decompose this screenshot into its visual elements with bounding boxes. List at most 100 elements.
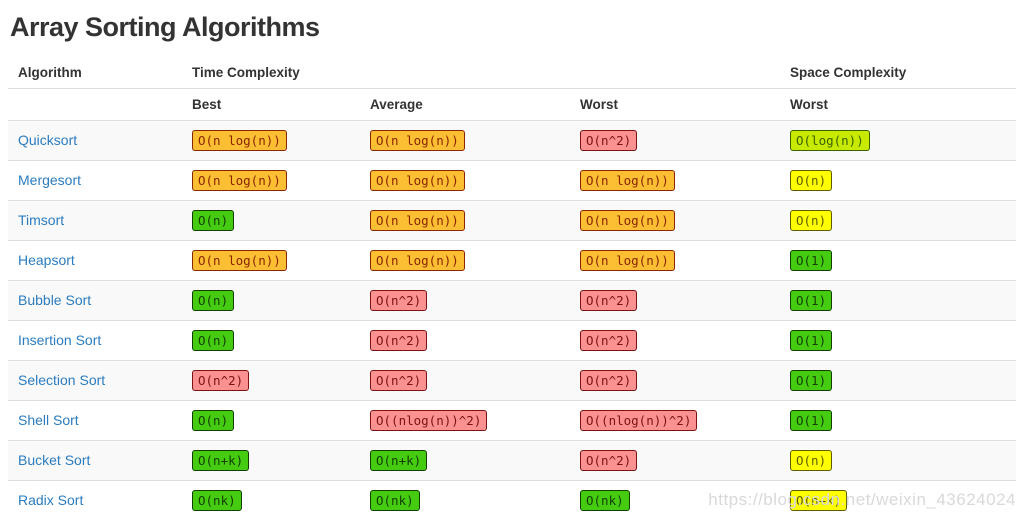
algorithm-link[interactable]: Timsort [18,211,65,228]
algorithm-link[interactable]: Radix Sort [18,491,84,508]
space-worst-cell: O(1) [782,240,1016,281]
sorting-algorithms-table: Algorithm Time Complexity Space Complexi… [8,57,1016,518]
complexity-badge: O(n log(n)) [580,170,675,191]
complexity-badge: O(n^2) [580,370,638,391]
complexity-badge: O(n log(n)) [370,210,465,231]
space-worst-cell: O(1) [782,400,1016,441]
complexity-badge: O(1) [790,330,833,351]
complexity-badge: O(n) [192,210,235,231]
space-worst-cell: O(n+k) [782,480,1016,518]
worst-cell: O(n^2) [572,320,782,361]
complexity-badge: O(n+k) [192,450,250,471]
subheader-best: Best [184,88,362,121]
page-title: Array Sorting Algorithms [10,12,320,42]
best-cell: O(n log(n)) [184,240,362,281]
table-row: Radix Sort O(nk) O(nk) O(nk) O(n+k) [8,480,1016,518]
subheader-average: Average [362,88,572,121]
best-cell: O(n) [184,280,362,321]
complexity-badge: O(n log(n)) [370,250,465,271]
algorithm-link[interactable]: Selection Sort [18,371,106,388]
average-cell: O(n+k) [362,440,572,481]
algorithm-link[interactable]: Bucket Sort [18,451,91,468]
complexity-badge: O(nk) [370,490,420,511]
complexity-badge: O(n log(n)) [580,210,675,231]
best-cell: O(nk) [184,480,362,518]
complexity-badge: O(n^2) [370,290,428,311]
complexity-badge: O(n+k) [370,450,428,471]
space-worst-cell: O(1) [782,360,1016,401]
algorithm-cell: Selection Sort [8,360,184,401]
table-row: Quicksort O(n log(n)) O(n log(n)) O(n^2) O(l… [8,120,1016,161]
space-worst-cell: O(1) [782,280,1016,321]
average-cell: O(n^2) [362,280,572,321]
subheader-empty [8,88,184,121]
algorithm-link[interactable]: Mergesort [18,171,82,188]
space-worst-cell: O(n) [782,200,1016,241]
best-cell: O(n) [184,200,362,241]
algorithm-cell: Bubble Sort [8,280,184,321]
complexity-badge: O(1) [790,290,833,311]
complexity-badge: O(n) [192,410,235,431]
average-cell: O((nlog(n))^2) [362,400,572,441]
complexity-badge: O(n) [192,290,235,311]
complexity-badge: O(n log(n)) [192,130,287,151]
algorithm-cell: Bucket Sort [8,440,184,481]
space-worst-cell: O(log(n)) [782,120,1016,161]
average-cell: O(n log(n)) [362,240,572,281]
table-row: Shell Sort O(n) O((nlog(n))^2) O((nlog(n))^… [8,400,1016,441]
space-worst-cell: O(1) [782,320,1016,361]
complexity-badge: O(1) [790,250,833,271]
complexity-badge: O(n^2) [370,370,428,391]
algorithm-cell: Insertion Sort [8,320,184,361]
complexity-badge: O(n log(n)) [192,170,287,191]
space-worst-cell: O(n) [782,440,1016,481]
table-row: Selection Sort O(n^2) O(n^2) O(n^2) O(1) [8,360,1016,401]
table-body: Quicksort O(n log(n)) O(n log(n)) O(n^2) O(l… [8,120,1016,518]
complexity-badge: O(n) [790,210,833,231]
subheader-worst: Worst [572,88,782,121]
worst-cell: O(nk) [572,480,782,518]
complexity-badge: O((nlog(n))^2) [580,410,698,431]
worst-cell: O(n^2) [572,360,782,401]
average-cell: O(n^2) [362,360,572,401]
algorithm-link[interactable]: Shell Sort [18,411,79,428]
worst-cell: O((nlog(n))^2) [572,400,782,441]
average-cell: O(nk) [362,480,572,518]
complexity-badge: O(1) [790,370,833,391]
complexity-badge: O(n^2) [580,330,638,351]
average-cell: O(n log(n)) [362,120,572,161]
best-cell: O(n log(n)) [184,120,362,161]
table-header: Algorithm Time Complexity Space Complexi… [8,57,1016,121]
algorithm-link[interactable]: Bubble Sort [18,291,92,308]
complexity-badge: O(n+k) [790,490,848,511]
complexity-badge: O(n^2) [580,130,638,151]
complexity-badge: O((nlog(n))^2) [370,410,488,431]
algorithm-link[interactable]: Heapsort [18,251,75,268]
header-time-complexity: Time Complexity [184,57,782,89]
algorithm-cell: Shell Sort [8,400,184,441]
subheader-space-worst: Worst [782,88,1016,121]
average-cell: O(n log(n)) [362,200,572,241]
algorithm-cell: Quicksort [8,120,184,161]
worst-cell: O(n^2) [572,120,782,161]
average-cell: O(n log(n)) [362,160,572,201]
worst-cell: O(n^2) [572,440,782,481]
table-row: Insertion Sort O(n) O(n^2) O(n^2) O(1) [8,320,1016,361]
complexity-badge: O(nk) [192,490,242,511]
algorithm-link[interactable]: Quicksort [18,131,78,148]
algorithm-cell: Radix Sort [8,480,184,518]
complexity-badge: O(n) [790,450,833,471]
average-cell: O(n^2) [362,320,572,361]
space-worst-cell: O(n) [782,160,1016,201]
complexity-badge: O(n log(n)) [370,170,465,191]
complexity-badge: O(nk) [580,490,630,511]
header-algorithm: Algorithm [8,57,184,89]
table-row: Heapsort O(n log(n)) O(n log(n)) O(n log(n)… [8,240,1016,281]
best-cell: O(n+k) [184,440,362,481]
table-row: Timsort O(n) O(n log(n)) O(n log(n)) O(n) [8,200,1016,241]
complexity-badge: O(n log(n)) [370,130,465,151]
algorithm-link[interactable]: Insertion Sort [18,331,102,348]
complexity-badge: O(n log(n)) [192,250,287,271]
complexity-badge: O(1) [790,410,833,431]
